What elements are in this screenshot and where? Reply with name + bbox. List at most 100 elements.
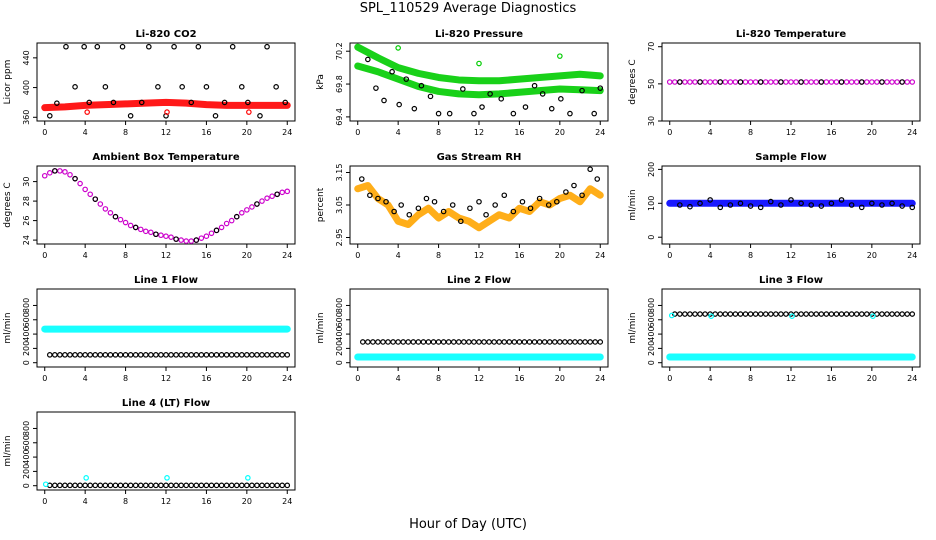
data-point	[848, 311, 855, 317]
y-tick-label: 0	[22, 483, 31, 488]
y-axis-label: ml/min	[316, 312, 326, 343]
data-point	[42, 481, 49, 488]
data-point	[228, 482, 235, 489]
x-tick-label: 0	[355, 128, 360, 137]
y-tick-label: 24	[22, 235, 31, 245]
data-point	[264, 352, 270, 358]
data-point	[208, 482, 215, 489]
data-point	[818, 203, 825, 209]
data-point	[238, 210, 245, 216]
y-tick-label: 360	[22, 110, 31, 125]
data-point	[557, 339, 563, 345]
data-point	[889, 79, 895, 85]
data-point	[455, 339, 462, 345]
data-point	[461, 339, 467, 345]
data-point	[425, 339, 432, 345]
data-point	[195, 43, 202, 50]
data-point	[127, 352, 134, 358]
data-point	[107, 482, 114, 489]
data-point	[122, 352, 129, 358]
data-point	[498, 96, 505, 102]
data-point	[863, 79, 870, 85]
data-point	[132, 482, 139, 489]
y-tick-label: 400	[22, 80, 31, 95]
data-point	[884, 79, 890, 85]
y-tick-label: 28	[22, 196, 31, 206]
data-point	[909, 311, 916, 317]
data-point	[415, 205, 422, 212]
x-tick-label: 8	[123, 497, 128, 506]
data-point	[848, 202, 855, 208]
data-point	[193, 352, 200, 358]
plot-area	[666, 311, 916, 361]
data-point	[476, 60, 482, 67]
data-point	[102, 84, 109, 90]
data-point	[415, 339, 422, 345]
data-point	[238, 482, 245, 489]
data-point	[158, 352, 164, 358]
data-point	[536, 195, 543, 202]
x-tick-label: 24	[282, 128, 292, 137]
data-point	[487, 91, 493, 97]
data-point	[747, 311, 754, 317]
data-point	[863, 311, 870, 317]
data-point	[173, 352, 179, 358]
data-point	[773, 311, 779, 317]
data-point	[793, 311, 799, 317]
data-point	[370, 339, 376, 345]
data-point	[909, 204, 916, 211]
data-point	[87, 191, 94, 198]
data-point	[148, 482, 154, 489]
data-point	[813, 311, 820, 317]
data-point	[449, 202, 456, 208]
data-point	[132, 352, 139, 358]
data-point	[97, 201, 104, 207]
data-point	[666, 79, 673, 85]
data-point	[203, 352, 210, 358]
x-tick-label: 20	[555, 128, 565, 137]
data-point	[87, 482, 94, 489]
data-point	[385, 339, 391, 345]
data-point	[687, 311, 693, 317]
data-point	[67, 352, 73, 358]
data-point	[264, 482, 270, 489]
x-tick-label: 12	[786, 251, 796, 260]
data-point	[587, 166, 593, 173]
x-tick-label: 8	[436, 251, 441, 260]
data-point	[46, 352, 53, 358]
data-point	[279, 352, 286, 358]
x-tick-label: 8	[436, 128, 441, 137]
data-point	[668, 312, 675, 319]
x-tick-label: 20	[242, 374, 252, 383]
data-point	[164, 475, 170, 481]
x-tick-label: 4	[83, 497, 88, 506]
data-point	[527, 205, 534, 212]
data-point	[82, 186, 88, 193]
data-point	[365, 56, 371, 63]
data-point	[238, 352, 245, 358]
y-tick-label: 3.05	[335, 196, 344, 214]
panel-6: Sample Flow ml/min 0 100 200 0 4 8 12 16 20 24	[628, 152, 921, 260]
data-point	[717, 79, 724, 85]
data-point	[869, 200, 875, 207]
data-point	[193, 237, 200, 243]
data-point	[773, 79, 779, 85]
data-point	[858, 204, 865, 211]
data-point	[178, 482, 184, 489]
data-point	[496, 339, 503, 345]
figure-title: SPL_110529 Average Diagnostics	[359, 1, 577, 16]
panel-title: Line 2 Flow	[447, 275, 511, 286]
data-point	[757, 311, 764, 317]
x-tick-label: 4	[396, 251, 401, 260]
data-point	[418, 82, 425, 89]
data-point	[702, 311, 708, 317]
data-point	[284, 188, 291, 195]
data-point	[788, 197, 794, 203]
data-point	[62, 169, 68, 175]
data-point	[403, 76, 410, 82]
data-point	[246, 109, 252, 115]
data-point	[687, 203, 693, 210]
x-tick-label: 8	[748, 251, 753, 260]
data-point	[818, 311, 825, 317]
